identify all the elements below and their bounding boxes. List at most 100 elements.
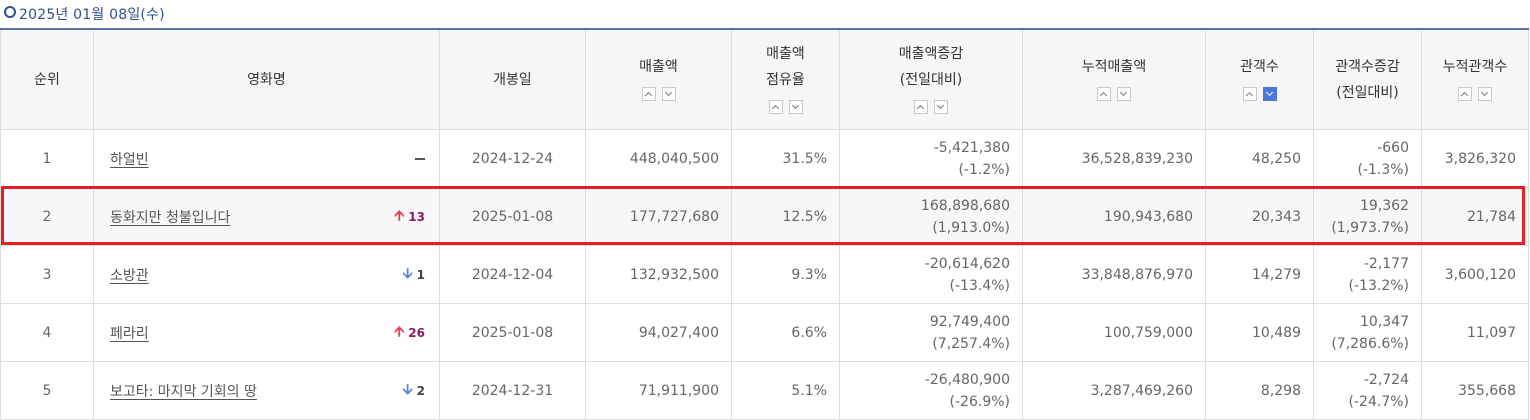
date-header: 2025년 01월 08일(수) — [0, 0, 1530, 28]
arrow-down-icon: 🡫 — [402, 381, 413, 398]
cum-audience-cell: 11,097 — [1421, 303, 1529, 362]
share-cell: 5.1% — [731, 361, 840, 420]
table-row: 2 동화지만 청불입니다 🡩 13 2025-01-08 177,727,680 12.5%… — [0, 187, 1529, 246]
cum-audience-cell: 21,784 — [1421, 187, 1529, 246]
movie-title-link[interactable]: 동화지만 청불입니다 — [110, 209, 231, 226]
movie-title-link[interactable]: 페라리 — [110, 325, 149, 342]
sales-cell: 71,911,900 — [585, 361, 732, 420]
release-cell: 2024-12-31 — [439, 361, 586, 420]
no-change-dash-icon — [415, 157, 425, 160]
col-sales-change: 매출액증감 (전일대비) — [839, 28, 1023, 130]
cum-sales-cell: 36,528,839,230 — [1022, 129, 1206, 188]
arrow-down-icon: 🡫 — [402, 265, 413, 282]
audience-cell: 10,489 — [1205, 303, 1314, 362]
rank-cell: 5 — [0, 361, 94, 420]
col-cum-audience: 누적관객수 — [1421, 28, 1529, 130]
release-cell: 2024-12-24 — [439, 129, 586, 188]
cum-audience-cell: 3,600,120 — [1421, 245, 1529, 304]
audience-cell: 8,298 — [1205, 361, 1314, 420]
cum-sales-cell: 3,287,469,260 — [1022, 361, 1206, 420]
release-cell: 2025-01-08 — [439, 303, 586, 362]
sort-cum-audience-asc-button[interactable] — [1458, 86, 1472, 101]
table-row: 5 보고타: 마지막 기회의 땅 🡫 2 2024-12-31 71,911,900 5.1… — [0, 361, 1529, 420]
sales-change-cell: -5,421,380 (-1.2%) — [839, 129, 1023, 188]
rank-change: 13 — [408, 209, 425, 224]
sort-sales-asc-button[interactable] — [641, 86, 656, 101]
cum-sales-cell: 100,759,000 — [1022, 303, 1206, 362]
cum-audience-cell: 355,668 — [1421, 361, 1529, 420]
rank-cell: 1 — [0, 129, 94, 188]
sort-share-asc-button[interactable] — [768, 99, 783, 114]
audience-cell: 20,343 — [1205, 187, 1314, 246]
rank-change-indicator: 🡫 1 — [403, 263, 425, 287]
col-share: 매출액 점유율 — [731, 28, 840, 130]
arrow-up-icon: 🡩 — [394, 323, 405, 340]
circle-bullet-icon — [4, 6, 16, 18]
box-office-table: 순위 영화명 개봉일 매출액 매출액 점유율 매출액증감 (전일대비) 누적매출액 … — [0, 28, 1529, 420]
movie-title-link[interactable]: 하얼빈 — [110, 151, 149, 168]
sort-cum-sales-desc-button[interactable] — [1117, 86, 1131, 101]
rank-change: 1 — [416, 267, 425, 282]
rank-change-indicator: 🡫 2 — [403, 379, 425, 403]
sort-share-desc-button[interactable] — [788, 99, 803, 114]
release-cell: 2024-12-04 — [439, 245, 586, 304]
col-rank: 순위 — [0, 28, 94, 130]
sort-cum-sales-asc-button[interactable] — [1097, 86, 1111, 101]
rank-change-indicator: 🡩 13 — [394, 205, 425, 229]
movie-title-link[interactable]: 보고타: 마지막 기회의 땅 — [110, 383, 257, 400]
title-cell: 동화지만 청불입니다 🡩 13 — [93, 187, 440, 246]
aud-change-cell: 10,347 (7,286.6%) — [1313, 303, 1422, 362]
sort-sales-desc-button[interactable] — [661, 86, 676, 101]
aud-change-cell: -660 (-1.3%) — [1313, 129, 1422, 188]
share-cell: 9.3% — [731, 245, 840, 304]
sort-audience-desc-button[interactable] — [1262, 86, 1277, 101]
arrow-up-icon: 🡩 — [394, 207, 405, 224]
sales-cell: 132,932,500 — [585, 245, 732, 304]
title-cell: 소방관 🡫 1 — [93, 245, 440, 304]
rank-change-indicator — [415, 157, 425, 160]
audience-cell: 48,250 — [1205, 129, 1314, 188]
release-cell: 2025-01-08 — [439, 187, 586, 246]
col-cum-sales: 누적매출액 — [1022, 28, 1206, 130]
col-aud-change: 관객수증감 (전일대비) — [1313, 28, 1422, 130]
rank-cell: 2 — [0, 187, 94, 246]
aud-change-cell: -2,177 (-13.2%) — [1313, 245, 1422, 304]
sales-cell: 94,027,400 — [585, 303, 732, 362]
date-label: 2025년 01월 08일(수) — [19, 7, 165, 23]
col-title: 영화명 — [93, 28, 440, 130]
movie-title-link[interactable]: 소방관 — [110, 267, 149, 284]
cum-sales-cell: 33,848,876,970 — [1022, 245, 1206, 304]
rank-cell: 4 — [0, 303, 94, 362]
sales-change-cell: 92,749,400 (7,257.4%) — [839, 303, 1023, 362]
table-row: 4 페라리 🡩 26 2025-01-08 94,027,400 6.6% 92,749,40… — [0, 303, 1529, 362]
title-cell: 페라리 🡩 26 — [93, 303, 440, 362]
rank-change: 26 — [408, 325, 425, 340]
cum-audience-cell: 3,826,320 — [1421, 129, 1529, 188]
cum-sales-cell: 190,943,680 — [1022, 187, 1206, 246]
rank-change-indicator: 🡩 26 — [394, 321, 425, 345]
rank-change: 2 — [416, 383, 425, 398]
share-cell: 12.5% — [731, 187, 840, 246]
sales-change-cell: -20,614,620 (-13.4%) — [839, 245, 1023, 304]
sales-cell: 448,040,500 — [585, 129, 732, 188]
aud-change-cell: 19,362 (1,973.7%) — [1313, 187, 1422, 246]
share-cell: 31.5% — [731, 129, 840, 188]
table-row: 1 하얼빈 2024-12-24 448,040,500 31.5% -5,421,380… — [0, 129, 1529, 188]
sales-cell: 177,727,680 — [585, 187, 732, 246]
table-row: 3 소방관 🡫 1 2024-12-04 132,932,500 9.3% -20,614,6… — [0, 245, 1529, 304]
sort-cum-audience-desc-button[interactable] — [1478, 86, 1492, 101]
share-cell: 6.6% — [731, 303, 840, 362]
col-sales: 매출액 — [585, 28, 732, 130]
sort-sales-change-desc-button[interactable] — [934, 99, 948, 114]
sort-sales-change-asc-button[interactable] — [914, 99, 928, 114]
header-row: 순위 영화명 개봉일 매출액 매출액 점유율 매출액증감 (전일대비) 누적매출액 … — [0, 28, 1529, 130]
audience-cell: 14,279 — [1205, 245, 1314, 304]
col-release: 개봉일 — [439, 28, 586, 130]
sort-audience-asc-button[interactable] — [1242, 86, 1257, 101]
title-cell: 하얼빈 — [93, 129, 440, 188]
sales-change-cell: 168,898,680 (1,913.0%) — [839, 187, 1023, 246]
rank-cell: 3 — [0, 245, 94, 304]
title-cell: 보고타: 마지막 기회의 땅 🡫 2 — [93, 361, 440, 420]
sales-change-cell: -26,480,900 (-26.9%) — [839, 361, 1023, 420]
aud-change-cell: -2,724 (-24.7%) — [1313, 361, 1422, 420]
